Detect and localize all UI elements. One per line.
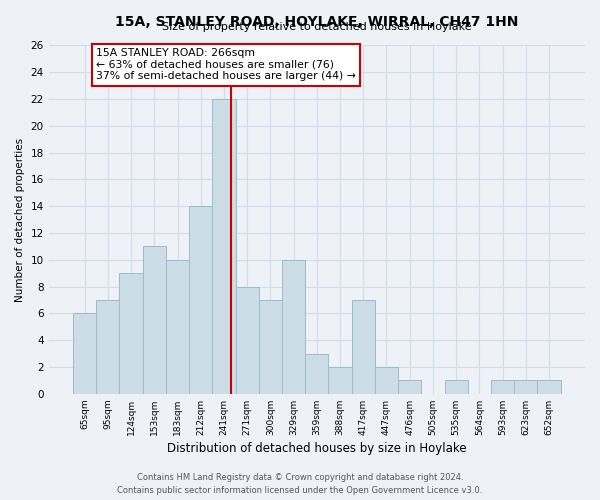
Title: 15A, STANLEY ROAD, HOYLAKE, WIRRAL, CH47 1HN: 15A, STANLEY ROAD, HOYLAKE, WIRRAL, CH47… xyxy=(115,15,518,29)
Y-axis label: Number of detached properties: Number of detached properties xyxy=(15,138,25,302)
Bar xyxy=(398,380,421,394)
Bar xyxy=(328,367,352,394)
Bar xyxy=(143,246,166,394)
Bar xyxy=(236,286,259,394)
Bar xyxy=(189,206,212,394)
Bar xyxy=(305,354,328,394)
Bar xyxy=(514,380,538,394)
Bar xyxy=(119,273,143,394)
Bar xyxy=(73,314,96,394)
Bar xyxy=(259,300,282,394)
Bar xyxy=(96,300,119,394)
Bar xyxy=(491,380,514,394)
Bar xyxy=(538,380,560,394)
Bar xyxy=(282,260,305,394)
Text: 15A STANLEY ROAD: 266sqm
← 63% of detached houses are smaller (76)
37% of semi-d: 15A STANLEY ROAD: 266sqm ← 63% of detach… xyxy=(96,48,356,82)
Bar xyxy=(212,99,236,394)
Bar xyxy=(375,367,398,394)
Bar xyxy=(445,380,468,394)
Text: Contains HM Land Registry data © Crown copyright and database right 2024.
Contai: Contains HM Land Registry data © Crown c… xyxy=(118,474,482,495)
Bar xyxy=(352,300,375,394)
Text: Size of property relative to detached houses in Hoylake: Size of property relative to detached ho… xyxy=(162,22,472,32)
X-axis label: Distribution of detached houses by size in Hoylake: Distribution of detached houses by size … xyxy=(167,442,467,455)
Bar xyxy=(166,260,189,394)
